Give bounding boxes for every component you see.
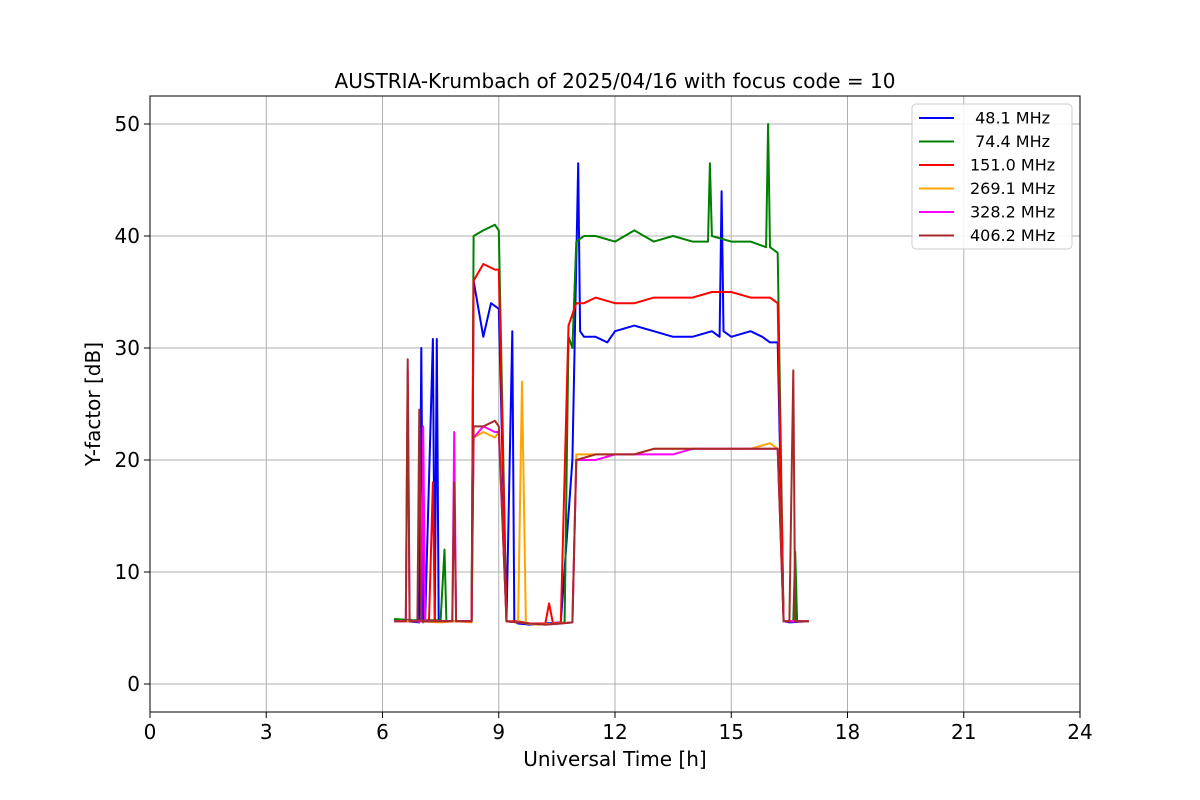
x-tick-label: 24 [1067, 720, 1092, 744]
y-tick-label: 10 [115, 560, 140, 584]
y-tick-label: 0 [127, 672, 140, 696]
series-line-5 [394, 358, 809, 626]
x-tick-label: 0 [144, 720, 157, 744]
y-axis-label: Y-factor [dB] [81, 342, 105, 467]
x-tick-label: 21 [951, 720, 976, 744]
y-tick-label: 30 [115, 336, 140, 360]
y-axis: 0 10 20 30 40 50 [115, 112, 150, 696]
series-layer [394, 123, 809, 626]
y-tick-label: 50 [115, 112, 140, 136]
x-tick-label: 3 [260, 720, 273, 744]
legend: 48.1 MHz 74.4 MHz 151.0 MHz 269.1 MHz 328.2… [911, 103, 1073, 250]
x-tick-label: 9 [492, 720, 505, 744]
legend-label-5: 406.2 MHz [970, 226, 1055, 245]
legend-label-4: 328.2 MHz [970, 203, 1055, 222]
x-axis-label: Universal Time [h] [523, 747, 706, 771]
x-tick-label: 12 [602, 720, 627, 744]
x-tick-label: 6 [376, 720, 389, 744]
x-axis: 0 3 6 9 12 15 18 21 24 [144, 712, 1093, 744]
legend-label-2: 151.0 MHz [970, 156, 1055, 175]
legend-label-3: 269.1 MHz [970, 179, 1055, 198]
x-tick-label: 15 [719, 720, 744, 744]
y-tick-label: 20 [115, 448, 140, 472]
chart-title: AUSTRIA-Krumbach of 2025/04/16 with focu… [335, 69, 896, 93]
y-tick-label: 40 [115, 224, 140, 248]
legend-label-0: 48.1 MHz [970, 109, 1050, 128]
series-line-1 [394, 123, 809, 626]
legend-label-1: 74.4 MHz [970, 132, 1050, 151]
x-tick-label: 18 [835, 720, 860, 744]
